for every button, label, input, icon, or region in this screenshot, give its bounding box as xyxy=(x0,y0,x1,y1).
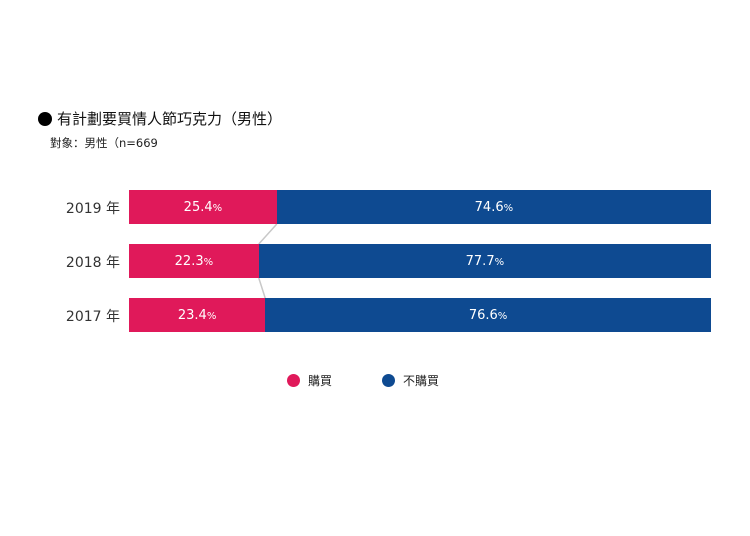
bar-purchase-2019: 25.4% xyxy=(129,190,277,224)
bar-no-purchase-2018: 77.7% xyxy=(258,244,711,278)
connector-line-1 xyxy=(258,223,278,245)
connector-line-2 xyxy=(258,277,266,299)
chart-legend: 購買 不購買 xyxy=(0,372,750,390)
year-label-2018: 2018 年 xyxy=(65,255,120,271)
chart-title: 有計劃要買情人節巧克力（男性） xyxy=(57,110,283,128)
bar-no-purchase-2019: 74.6% xyxy=(276,190,711,224)
chart-title-row: 有計劃要買情人節巧克力（男性） xyxy=(38,108,282,129)
data-label-purchase-2018: 22.3% xyxy=(174,253,214,269)
data-label-purchase-2019: 25.4% xyxy=(183,199,223,215)
bar-no-purchase-2017: 76.6% xyxy=(265,298,711,332)
data-label-no-purchase-2017: 76.6% xyxy=(468,307,508,323)
data-label-no-purchase-2018: 77.7% xyxy=(465,253,505,269)
legend-item-purchase: 購買 xyxy=(287,372,332,389)
chart-subtitle: 對象：男性（n=669 xyxy=(50,136,158,150)
year-label-2017: 2017 年 xyxy=(65,309,120,325)
bar-purchase-2018: 22.3% xyxy=(129,244,259,278)
title-bullet-icon xyxy=(38,111,52,126)
legend-swatch-no-purchase xyxy=(382,374,395,387)
legend-label-no-purchase: 不購買 xyxy=(403,374,440,388)
legend-swatch-purchase xyxy=(287,374,300,387)
legend-label-purchase: 購買 xyxy=(308,374,333,388)
bar-purchase-2017: 23.4% xyxy=(129,298,266,332)
legend-item-no-purchase: 不購買 xyxy=(382,372,439,389)
data-label-purchase-2017: 23.4% xyxy=(177,307,217,323)
year-label-2019: 2019 年 xyxy=(65,201,120,217)
data-label-no-purchase-2019: 74.6% xyxy=(474,199,514,215)
